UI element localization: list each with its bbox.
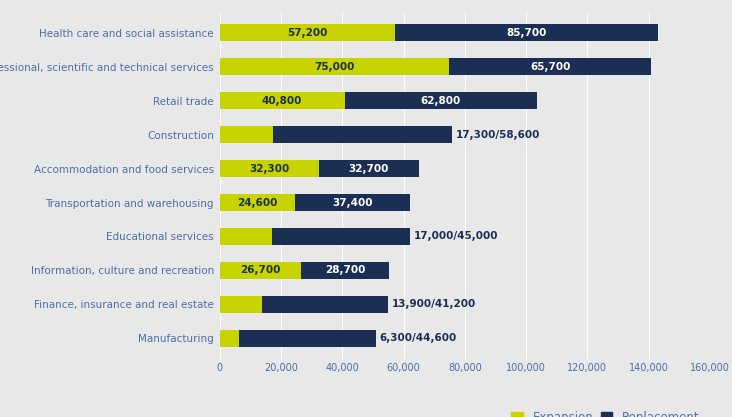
Bar	[220, 330, 239, 347]
Bar	[220, 58, 449, 75]
Bar	[220, 194, 295, 211]
Bar	[302, 262, 389, 279]
Text: 62,800: 62,800	[421, 96, 461, 106]
Bar	[295, 194, 410, 211]
Text: 75,000: 75,000	[314, 62, 355, 72]
Text: 37,400: 37,400	[332, 198, 373, 208]
Text: 32,700: 32,700	[348, 163, 389, 173]
Bar	[395, 24, 657, 41]
Text: 40,800: 40,800	[262, 96, 302, 106]
Text: 85,700: 85,700	[506, 28, 547, 38]
Text: 32,300: 32,300	[249, 163, 289, 173]
Bar	[220, 126, 272, 143]
Text: 24,600: 24,600	[237, 198, 277, 208]
Bar	[220, 92, 345, 109]
Bar	[318, 160, 419, 177]
Bar	[272, 228, 410, 245]
Text: 65,700: 65,700	[530, 62, 570, 72]
Text: 13,900/41,200: 13,900/41,200	[392, 299, 477, 309]
Bar	[220, 296, 262, 313]
Bar	[220, 228, 272, 245]
Bar	[345, 92, 537, 109]
Bar	[239, 330, 376, 347]
Text: 17,300/58,600: 17,300/58,600	[456, 130, 540, 140]
Bar	[220, 24, 395, 41]
Bar	[272, 126, 452, 143]
Text: 28,700: 28,700	[325, 265, 365, 275]
Legend: Expansion, Replacement: Expansion, Replacement	[507, 407, 704, 417]
Text: 6,300/44,600: 6,300/44,600	[379, 333, 457, 343]
Text: 26,700: 26,700	[240, 265, 280, 275]
Bar	[262, 296, 389, 313]
Bar	[220, 262, 302, 279]
Text: 57,200: 57,200	[287, 28, 327, 38]
Text: 17,000/45,000: 17,000/45,000	[414, 231, 498, 241]
Bar	[220, 160, 318, 177]
Bar	[449, 58, 651, 75]
